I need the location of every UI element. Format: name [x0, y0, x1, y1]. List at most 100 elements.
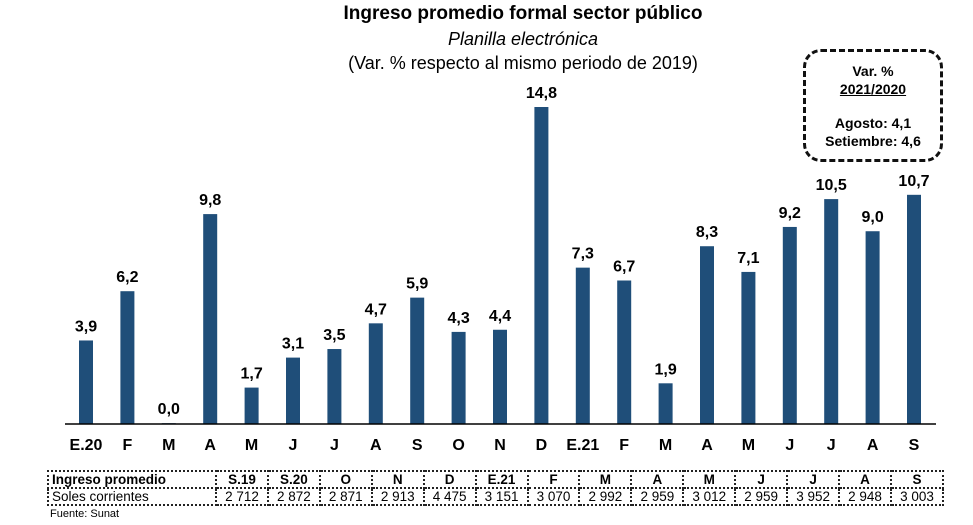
note-line-2: 2021/2020 — [839, 81, 907, 97]
bar — [327, 349, 342, 424]
table-column-header: D — [422, 470, 477, 489]
table-column-header: A — [838, 470, 892, 489]
x-tick-label: A — [370, 437, 382, 454]
data-label: 3,1 — [282, 336, 304, 353]
bar — [286, 357, 300, 424]
x-tick-label: J — [827, 437, 836, 454]
table-column-header: J — [734, 470, 789, 489]
bar — [120, 291, 135, 424]
chart-subtitle-note: (Var. % respecto al mismo periodo de 201… — [348, 53, 698, 73]
table-cell: 2 959 — [630, 487, 685, 506]
bar — [534, 107, 549, 424]
table-column-header: A — [630, 470, 685, 489]
table-cell: 2 959 — [734, 487, 789, 506]
table-column-header: M — [578, 470, 633, 489]
bar — [617, 280, 632, 424]
x-tick-label: M — [742, 437, 755, 454]
x-tick-label: J — [289, 437, 298, 454]
table-column-header: S — [889, 470, 945, 489]
data-label: 10,7 — [898, 173, 929, 190]
x-tick-label: A — [867, 437, 879, 454]
table-cell: 3 003 — [889, 487, 945, 506]
x-tick-label: E.20 — [70, 437, 103, 454]
chart-subtitle: Planilla electrónica — [447, 29, 599, 49]
table-cell: 2 913 — [370, 487, 425, 506]
table-row-header: Ingreso promedio — [47, 470, 217, 489]
data-label: 7,3 — [572, 246, 594, 263]
table-column-header: S.20 — [266, 470, 321, 489]
bars-group — [79, 107, 921, 424]
bar — [493, 329, 507, 424]
note-line-3: Agosto: 4,1 — [834, 115, 912, 131]
table-row-header: Soles corrientes — [47, 487, 217, 506]
x-tick-label: S — [412, 437, 423, 454]
table-column-header: S.19 — [215, 470, 269, 489]
note-line-4: Setiembre: 4,6 — [825, 133, 921, 149]
bar — [410, 297, 425, 424]
table-cell: 3 070 — [526, 487, 581, 506]
data-label: 3,5 — [323, 327, 345, 344]
data-label: 14,8 — [526, 85, 557, 102]
table-cell: 2 948 — [838, 487, 892, 506]
data-label: 7,1 — [737, 250, 759, 267]
table-cell: 3 151 — [474, 487, 529, 506]
data-label: 4,3 — [447, 310, 469, 327]
data-label: 9,0 — [861, 209, 883, 226]
note-line-1: Var. % — [852, 63, 894, 79]
x-tick-label: O — [452, 437, 464, 454]
data-label: 6,2 — [116, 269, 138, 286]
x-tick-label: M — [162, 437, 175, 454]
x-tick-label: M — [245, 437, 258, 454]
x-tick-label: A — [701, 437, 713, 454]
value-labels-group: 3,9 6,2 0,0 9,8 1,7 3,1 3,5 4,7 5,9 4,3 4,4 14,8 7,3… — [75, 85, 930, 418]
data-label: 4,4 — [489, 308, 511, 325]
bar-chart: 3,9 6,2 0,0 9,8 1,7 3,1 3,5 4,7 5,9 4,3 4,4 14,8 7,3… — [65, 85, 936, 454]
x-tick-label: F — [619, 437, 629, 454]
income-table: Ingreso promedio S.19 S.20 O N D E.21 F M A M J J A S… — [47, 470, 945, 506]
data-label: 9,2 — [779, 205, 801, 222]
table-column-header: M — [682, 470, 737, 489]
table-column-header: N — [370, 470, 425, 489]
table-column-header: E.21 — [474, 470, 529, 489]
table-column-header: J — [786, 470, 841, 489]
table-cell: 3 952 — [786, 487, 841, 506]
x-tick-label: E.21 — [566, 437, 599, 454]
data-label: 6,7 — [613, 258, 635, 275]
table-column-header: F — [526, 470, 581, 489]
bar — [865, 231, 880, 424]
data-label: 8,3 — [696, 224, 718, 241]
variation-note-box: Var. % 2021/2020 Agosto: 4,1 Setiembre: … — [803, 49, 943, 162]
bar — [741, 271, 756, 424]
table-header-row: Ingreso promedio S.19 S.20 O N D E.21 F M A M J J A S — [47, 470, 945, 489]
source-note: Fuente: Sunat — [50, 508, 120, 520]
bar — [824, 199, 839, 424]
bar — [368, 323, 383, 424]
table-column-header: O — [318, 470, 373, 489]
data-label: 1,7 — [240, 366, 262, 383]
bar — [575, 267, 590, 424]
bar — [658, 383, 673, 424]
x-tick-label: J — [785, 437, 794, 454]
bar — [700, 246, 714, 424]
bar — [203, 214, 218, 424]
table-cell: 3 012 — [682, 487, 737, 506]
bar — [79, 340, 93, 424]
x-tick-label: M — [659, 437, 672, 454]
data-label: 0,0 — [158, 401, 180, 418]
data-label: 9,8 — [199, 192, 221, 209]
x-tick-label: A — [204, 437, 216, 454]
x-tick-label: D — [536, 437, 548, 454]
data-label: 3,9 — [75, 318, 97, 335]
table-cell: 4 475 — [422, 487, 477, 506]
x-tick-label: N — [494, 437, 506, 454]
data-label: 10,5 — [816, 177, 847, 194]
x-tick-labels-group: E.20 F M A M J J A S O N D E.21 F M A M J J A S — [70, 437, 920, 454]
table-data-row: Soles corrientes 2 712 2 872 2 871 2 913 4 4… — [47, 487, 945, 506]
bar — [451, 331, 466, 424]
data-label: 1,9 — [654, 361, 676, 378]
bar — [907, 194, 921, 424]
bar — [782, 226, 797, 424]
x-tick-label: F — [123, 437, 133, 454]
table-cell: 2 872 — [266, 487, 321, 506]
bar — [244, 387, 259, 424]
